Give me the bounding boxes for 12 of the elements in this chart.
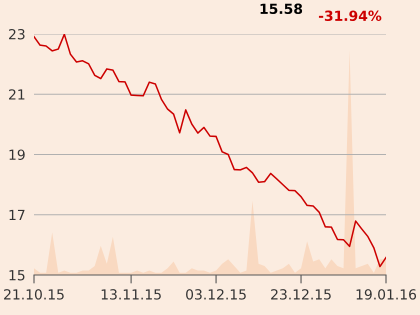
x-tick-label: 23.12.15 bbox=[271, 289, 331, 300]
x-tick-label: 19.01.16 bbox=[356, 289, 416, 300]
x-tick-label: 21.10.15 bbox=[4, 289, 64, 300]
x-tick-label: 13.11.15 bbox=[102, 289, 161, 300]
y-tick-label: 15 bbox=[10, 270, 24, 280]
x-tick-label: 03.12.15 bbox=[186, 289, 246, 300]
y-tick-label: 19 bbox=[10, 149, 25, 160]
y-tick-label: 17 bbox=[10, 210, 24, 220]
text: -31.94% bbox=[318, 10, 382, 22]
y-tick-label: 21 bbox=[9, 89, 24, 100]
text: 15.58 bbox=[260, 4, 302, 14]
y-tick-label: 23 bbox=[9, 28, 25, 40]
